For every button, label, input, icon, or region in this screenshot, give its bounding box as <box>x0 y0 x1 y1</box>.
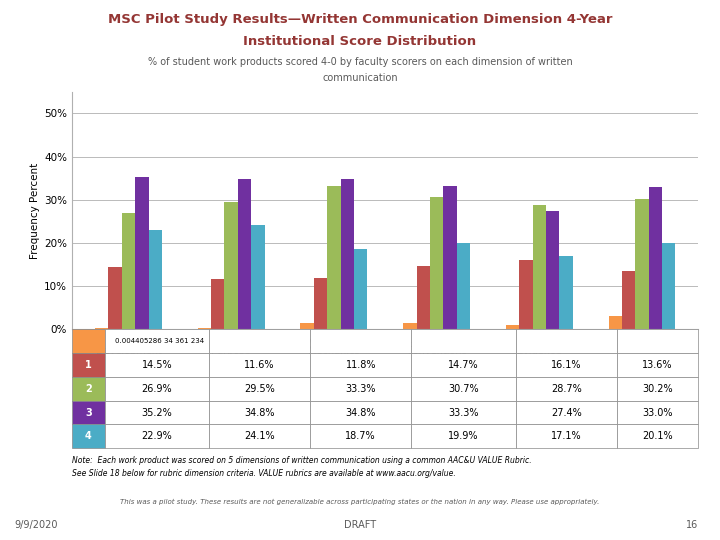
Bar <box>225 202 238 329</box>
Text: This was a pilot study. These results are not generalizable across participating: This was a pilot study. These results ar… <box>120 499 600 505</box>
Text: DRAFT: DRAFT <box>344 520 376 530</box>
Bar <box>403 323 417 329</box>
Text: 9/9/2020: 9/9/2020 <box>14 520 58 530</box>
Bar <box>300 323 314 329</box>
Text: MSC Pilot Study Results—Written Communication Dimension 4-Year: MSC Pilot Study Results—Written Communic… <box>108 14 612 26</box>
Bar <box>341 179 354 329</box>
Bar <box>148 231 162 329</box>
Bar <box>327 186 341 329</box>
Bar <box>519 260 533 329</box>
Bar <box>506 325 519 329</box>
Y-axis label: Frequency Percent: Frequency Percent <box>30 163 40 259</box>
Bar <box>198 328 211 329</box>
Bar <box>546 211 559 329</box>
Bar <box>649 187 662 329</box>
Text: Note:  Each work product was scored on 5 dimensions of written communication usi: Note: Each work product was scored on 5 … <box>72 456 531 478</box>
Bar <box>559 255 572 329</box>
Bar <box>417 266 430 329</box>
Text: % of student work products scored 4-0 by faculty scorers on each dimension of wr: % of student work products scored 4-0 by… <box>148 57 572 67</box>
Bar <box>109 267 122 329</box>
Bar <box>608 315 622 329</box>
Bar <box>95 328 109 329</box>
Text: 16: 16 <box>686 520 698 530</box>
Bar <box>533 205 546 329</box>
Bar <box>251 225 264 329</box>
Bar <box>122 213 135 329</box>
Text: communication: communication <box>322 73 398 83</box>
Bar <box>314 279 327 329</box>
Bar <box>444 186 456 329</box>
Bar <box>622 271 635 329</box>
Bar <box>430 197 444 329</box>
Bar <box>456 244 470 329</box>
Bar <box>354 248 367 329</box>
Bar <box>135 177 148 329</box>
Bar <box>238 179 251 329</box>
Bar <box>635 199 649 329</box>
Bar <box>662 242 675 329</box>
Bar <box>211 279 225 329</box>
Text: Institutional Score Distribution: Institutional Score Distribution <box>243 35 477 48</box>
